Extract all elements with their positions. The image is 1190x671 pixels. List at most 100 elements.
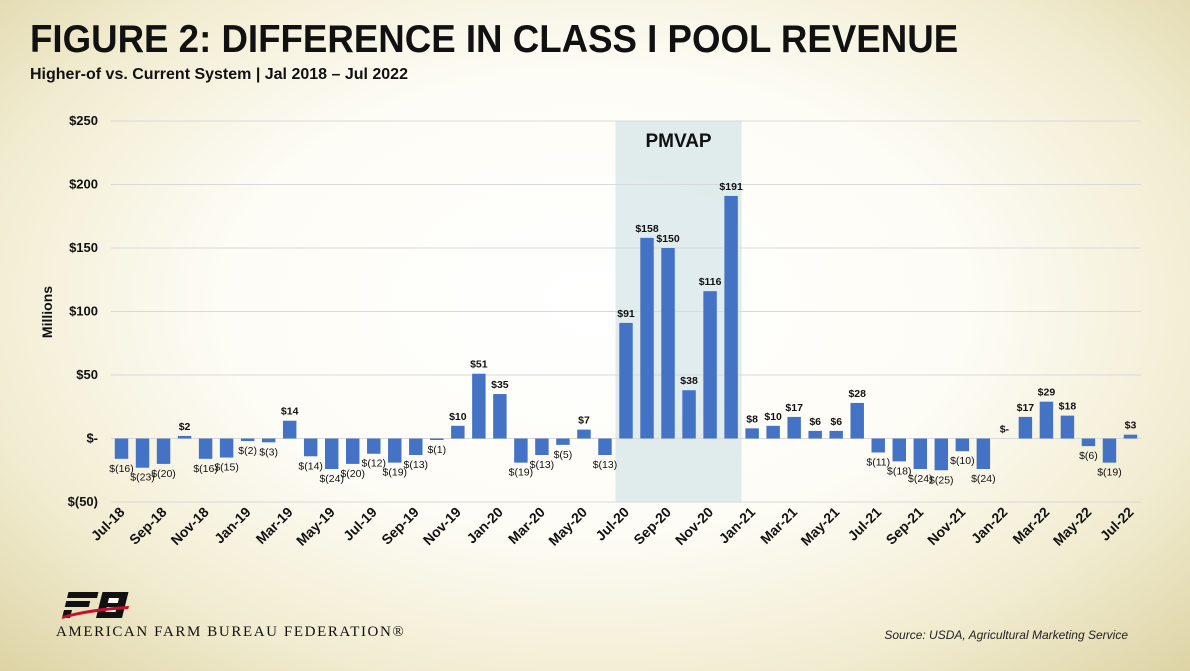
data-label: $17 xyxy=(785,402,803,414)
bar xyxy=(219,438,234,458)
bar xyxy=(703,291,717,439)
data-label: $(14) xyxy=(298,460,323,472)
bar xyxy=(135,438,150,468)
bar xyxy=(892,438,906,462)
data-label: $(12) xyxy=(361,458,386,470)
data-label: $(18) xyxy=(887,465,912,477)
data-label: $(3) xyxy=(259,446,278,458)
data-label: $38 xyxy=(680,375,698,387)
x-tick-label: Nov-18 xyxy=(167,504,211,548)
bar xyxy=(640,237,654,439)
data-label: $(19) xyxy=(509,467,534,479)
bar xyxy=(177,435,192,439)
data-label: $(15) xyxy=(214,462,239,474)
data-label: $10 xyxy=(449,411,467,423)
x-tick-label: Sep-20 xyxy=(630,504,674,548)
data-label: $(10) xyxy=(950,455,975,467)
bar xyxy=(493,394,507,439)
x-tick-label: Mar-22 xyxy=(1009,504,1052,547)
bar xyxy=(808,430,822,439)
bar xyxy=(346,438,360,464)
bar xyxy=(430,438,444,440)
y-tick-label: $50 xyxy=(76,367,98,382)
bar xyxy=(261,438,276,443)
x-tick-label: Mar-19 xyxy=(253,504,296,547)
bar xyxy=(409,438,423,456)
data-label: $(16) xyxy=(109,463,134,475)
y-tick-label: $200 xyxy=(69,177,98,192)
bar xyxy=(787,416,801,439)
x-tick-label: May-19 xyxy=(293,504,338,549)
data-label: $(25) xyxy=(929,474,954,486)
bar xyxy=(598,438,612,456)
y-tick-label: $250 xyxy=(69,113,98,128)
bar xyxy=(303,438,318,457)
bar xyxy=(1018,416,1033,439)
x-tick-label: Jul-22 xyxy=(1097,504,1137,544)
bar xyxy=(156,438,171,464)
x-tick-label: Jul-20 xyxy=(592,504,632,544)
bar xyxy=(1123,434,1138,439)
bar-chart: $250$200$150$100$50$-$(50) $(16)$(23)$(2… xyxy=(39,113,1141,549)
bar xyxy=(367,438,381,454)
bar xyxy=(745,428,759,439)
bar xyxy=(324,438,339,469)
x-tick-label: Sep-18 xyxy=(126,504,170,548)
bar xyxy=(282,420,297,439)
pmvap-annotation: PMVAP xyxy=(645,131,711,152)
x-tick-label: Jul-21 xyxy=(844,504,884,544)
data-label: $91 xyxy=(617,308,635,320)
bar xyxy=(934,438,949,471)
data-label: $(1) xyxy=(427,444,446,456)
data-label: $18 xyxy=(1059,401,1077,413)
data-label: $(23) xyxy=(130,472,155,484)
data-label: $158 xyxy=(635,223,659,235)
data-label: $(24) xyxy=(971,473,996,485)
bar xyxy=(388,438,402,463)
bar xyxy=(766,425,780,439)
data-label: $6 xyxy=(830,416,842,428)
x-tick-label: Sep-21 xyxy=(883,504,927,548)
bar xyxy=(198,438,213,459)
bar xyxy=(1060,415,1075,439)
chart-subtitle: Higher-of vs. Current System | Jal 2018 … xyxy=(30,66,408,83)
data-label: $2 xyxy=(179,421,191,433)
y-tick-label: $150 xyxy=(69,240,98,255)
data-label: $(19) xyxy=(1097,467,1122,479)
x-tick-label: May-20 xyxy=(545,504,590,549)
bar xyxy=(682,390,696,439)
data-label: $150 xyxy=(656,233,680,245)
y-axis-label: Millions xyxy=(39,286,55,338)
data-label: $(20) xyxy=(340,468,365,480)
data-label: $- xyxy=(1000,424,1010,436)
data-label: $28 xyxy=(848,388,866,400)
bar xyxy=(661,248,675,439)
data-label: $(2) xyxy=(238,445,257,457)
data-label: $(13) xyxy=(593,459,618,471)
x-tick-label: May-21 xyxy=(797,504,842,549)
data-label: $35 xyxy=(491,379,509,391)
bar xyxy=(451,425,465,439)
data-label: $191 xyxy=(719,181,743,193)
data-label: $29 xyxy=(1038,387,1056,399)
x-tick-label: Sep-19 xyxy=(378,504,422,548)
y-tick-label: $100 xyxy=(69,304,98,319)
data-label: $(13) xyxy=(404,459,429,471)
x-tick-label: Nov-19 xyxy=(420,504,464,548)
x-tick-label: May-22 xyxy=(1050,504,1095,549)
data-label: $(24) xyxy=(908,473,933,485)
bar xyxy=(114,438,129,459)
data-label: $(5) xyxy=(554,449,573,461)
bar xyxy=(240,438,255,442)
data-label: $51 xyxy=(470,359,488,371)
data-label: $10 xyxy=(764,411,782,423)
bar xyxy=(1081,438,1096,447)
bar xyxy=(577,429,591,439)
chart-title: FIGURE 2: DIFFERENCE IN CLASS I POOL REV… xyxy=(30,18,959,61)
data-label: $14 xyxy=(281,406,299,418)
data-label: $6 xyxy=(809,416,821,428)
data-label: $8 xyxy=(746,413,758,425)
x-tick-label: Jan-21 xyxy=(716,504,759,547)
x-tick-label: Nov-21 xyxy=(924,504,968,548)
bar xyxy=(850,402,864,439)
